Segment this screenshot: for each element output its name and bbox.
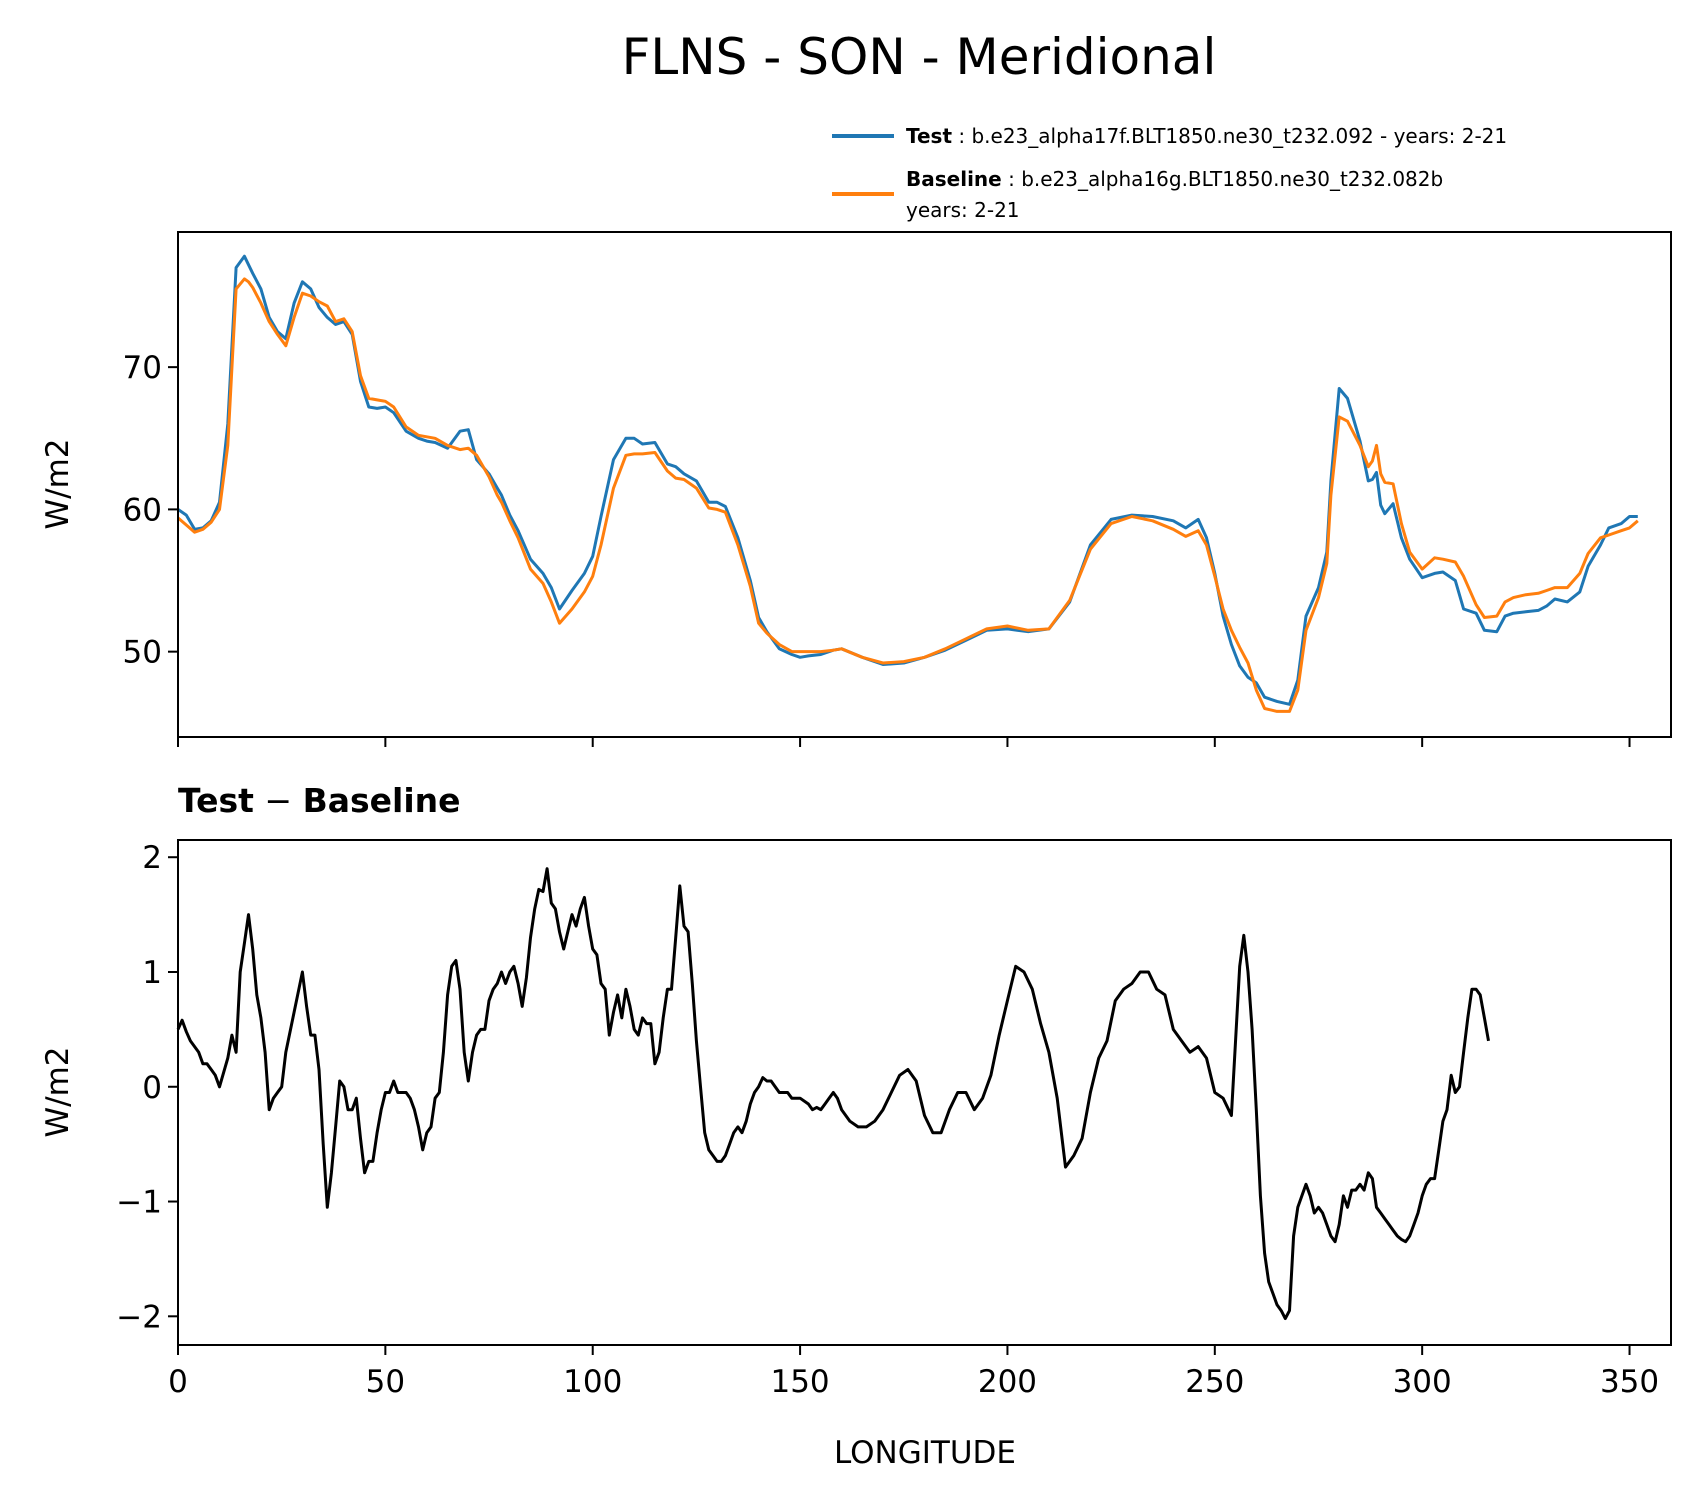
bottom-xtick-label: 150: [770, 1364, 829, 1400]
bottom-xtick-label: 100: [563, 1364, 622, 1400]
top-series-baseline: [177, 277, 1639, 713]
subtitle-test: Test: [178, 781, 254, 820]
legend: Test : b.e23_alpha17f.BLT1850.ne30_t232.…: [832, 124, 1507, 222]
bottom-panel-subtitle: Test − Baseline: [178, 781, 461, 820]
top-ytick-label: 50: [123, 635, 162, 671]
bottom-xtick-label: 250: [1185, 1364, 1244, 1400]
legend-baseline-desc: : b.e23_alpha16g.BLT1850.ne30_t232.082b: [1002, 167, 1443, 191]
legend-test-desc: : b.e23_alpha17f.BLT1850.ne30_t232.092 -…: [952, 124, 1507, 148]
bottom-ytick-label: 1: [142, 955, 162, 991]
bottom-panel: Test − Baseline −2 −1 0 1 2 0 50 100 150 200 250 3…: [40, 781, 1672, 1471]
top-plot-frame: [177, 231, 1672, 738]
top-x-axis: [177, 737, 1631, 747]
bottom-ytick-label: 0: [142, 1070, 162, 1106]
top-y-axis: 50 60 70: [123, 350, 178, 671]
bottom-ytick-label: 2: [142, 840, 162, 876]
top-ytick-label: 60: [123, 492, 162, 528]
bottom-plot-frame: [177, 839, 1672, 1346]
bottom-xtick-label: 300: [1393, 1364, 1452, 1400]
bottom-y-axis: −2 −1 0 1 2: [116, 840, 178, 1335]
bottom-ytick-label: −2: [116, 1299, 162, 1335]
top-panel: 50 60 70 W/m2: [40, 231, 1672, 747]
bottom-xtick-label: 200: [978, 1364, 1037, 1400]
legend-baseline-name: Baseline: [906, 167, 1002, 191]
x-axis-label: LONGITUDE: [834, 1435, 1016, 1471]
legend-test-name: Test: [906, 124, 952, 148]
legend-baseline-years: years: 2-21: [906, 198, 1020, 222]
top-y-axis-label: W/m2: [40, 438, 76, 529]
subtitle-baseline: Baseline: [303, 781, 461, 820]
legend-entry-test: Test : b.e23_alpha17f.BLT1850.ne30_t232.…: [906, 124, 1507, 148]
top-series-test: [177, 254, 1638, 706]
bottom-x-axis: 0 50 100 150 200 250 300 350: [168, 1345, 1659, 1400]
bottom-y-axis-label: W/m2: [40, 1046, 76, 1137]
bottom-series-group: [176, 867, 1490, 1321]
bottom-xtick-label: 0: [168, 1364, 188, 1400]
bottom-xtick-label: 50: [366, 1364, 405, 1400]
legend-entry-baseline: Baseline : b.e23_alpha16g.BLT1850.ne30_t…: [906, 167, 1443, 191]
top-ytick-label: 70: [123, 350, 162, 386]
top-series-group: [177, 254, 1639, 713]
bottom-xtick-label: 350: [1600, 1364, 1659, 1400]
chart-title: FLNS - SON - Meridional: [622, 28, 1217, 86]
subtitle-minus: −: [254, 781, 303, 820]
bottom-series-test-baseline: [176, 867, 1490, 1321]
bottom-ytick-label: −1: [116, 1185, 162, 1221]
